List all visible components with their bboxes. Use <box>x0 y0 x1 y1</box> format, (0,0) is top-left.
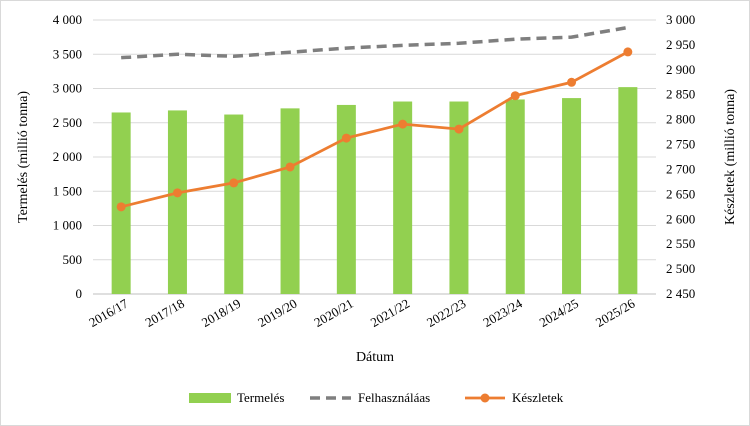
bar <box>449 101 469 294</box>
stocks-point <box>172 188 182 198</box>
bar <box>167 110 187 294</box>
stocks-point <box>623 47 633 57</box>
line-series <box>116 25 633 212</box>
x-tick-label: 2025/26 <box>593 295 638 330</box>
x-tick-label: 2017/18 <box>143 296 187 330</box>
y-tick-label: 2 500 <box>53 115 82 130</box>
y2-tick-label: 2 500 <box>666 261 695 276</box>
x-tick-label: 2016/17 <box>86 295 131 330</box>
bar <box>562 98 582 294</box>
bar <box>336 104 356 294</box>
x-tick-label: 2021/22 <box>368 296 412 330</box>
x-tick-label: 2023/24 <box>480 295 525 330</box>
y2-tick-label: 2 450 <box>666 286 695 301</box>
stocks-point <box>341 133 351 143</box>
y-tick-label: 0 <box>76 286 83 301</box>
x-tick-label: 2022/23 <box>424 296 468 330</box>
tick-labels: 0 500 1 000 1 500 2 000 2 500 3 000 3 500 4 000 2… <box>53 12 696 330</box>
y2-axis-title: Készletek (millió tonna) <box>723 89 738 225</box>
stocks-point <box>567 77 577 87</box>
y-tick-label: 500 <box>63 252 83 267</box>
y-tick-label: 1 000 <box>53 218 82 233</box>
y2-tick-label: 2 700 <box>666 161 695 176</box>
bar <box>224 114 244 294</box>
y-tick-label: 3 500 <box>53 46 82 61</box>
y2-tick-label: 2 600 <box>666 211 695 226</box>
x-tick-label: 2024/25 <box>537 296 581 330</box>
usage-line <box>121 25 629 60</box>
legend-label: Készletek <box>512 390 564 405</box>
bar <box>505 99 525 295</box>
y-tick-label: 1 500 <box>53 183 82 198</box>
y2-tick-label: 2 750 <box>666 137 695 152</box>
y-tick-label: 2 000 <box>53 149 82 164</box>
bar <box>280 108 300 295</box>
stocks-line <box>120 50 629 209</box>
bar <box>393 101 413 294</box>
x-tick-label: 2019/20 <box>255 296 299 330</box>
y2-tick-label: 2 550 <box>666 236 695 251</box>
y2-tick-label: 3 000 <box>666 12 695 27</box>
stocks-point <box>398 119 408 129</box>
y-tick-label: 4 000 <box>53 12 82 27</box>
legend-marker-stocks <box>480 393 490 403</box>
y-axis-title: Termelés (millió tonna) <box>16 91 31 223</box>
y2-tick-label: 2 800 <box>666 112 695 127</box>
legend: Termelés Felhasználáas Készletek <box>189 390 564 405</box>
stocks-point <box>510 91 520 101</box>
x-axis-title: Dátum <box>356 350 394 365</box>
y-tick-label: 3 000 <box>53 81 82 96</box>
y2-tick-label: 2 900 <box>666 62 695 77</box>
x-tick-label: 2018/19 <box>199 296 243 330</box>
bar <box>618 87 638 294</box>
legend-label: Felhasználáas <box>358 390 430 405</box>
stocks-point <box>229 178 239 188</box>
y2-tick-label: 2 650 <box>666 186 695 201</box>
legend-swatch-bars <box>189 393 231 403</box>
y2-tick-label: 2 950 <box>666 37 695 52</box>
x-tick-label: 2020/21 <box>311 296 355 330</box>
stocks-point <box>116 202 126 212</box>
legend-label: Termelés <box>237 390 284 405</box>
stocks-point <box>454 124 464 134</box>
stocks-point <box>285 162 295 172</box>
y2-tick-label: 2 850 <box>666 87 695 102</box>
